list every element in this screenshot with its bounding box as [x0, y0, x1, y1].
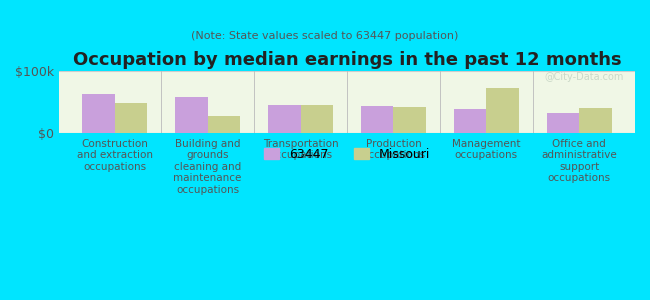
- Text: @City-Data.com: @City-Data.com: [544, 72, 623, 82]
- Bar: [300, 105, 333, 133]
- Bar: [268, 105, 300, 133]
- Bar: [486, 88, 519, 133]
- Bar: [207, 116, 240, 133]
- Bar: [454, 109, 486, 133]
- Bar: [82, 94, 115, 133]
- Bar: [393, 107, 426, 133]
- Bar: [361, 106, 393, 133]
- Legend: 63447, Missouri: 63447, Missouri: [259, 142, 435, 166]
- Bar: [175, 97, 207, 133]
- Bar: [579, 108, 612, 133]
- Text: (Note: State values scaled to 63447 population): (Note: State values scaled to 63447 popu…: [191, 31, 459, 41]
- Bar: [547, 113, 579, 133]
- Title: Occupation by median earnings in the past 12 months: Occupation by median earnings in the pas…: [73, 51, 621, 69]
- Bar: [115, 103, 148, 133]
